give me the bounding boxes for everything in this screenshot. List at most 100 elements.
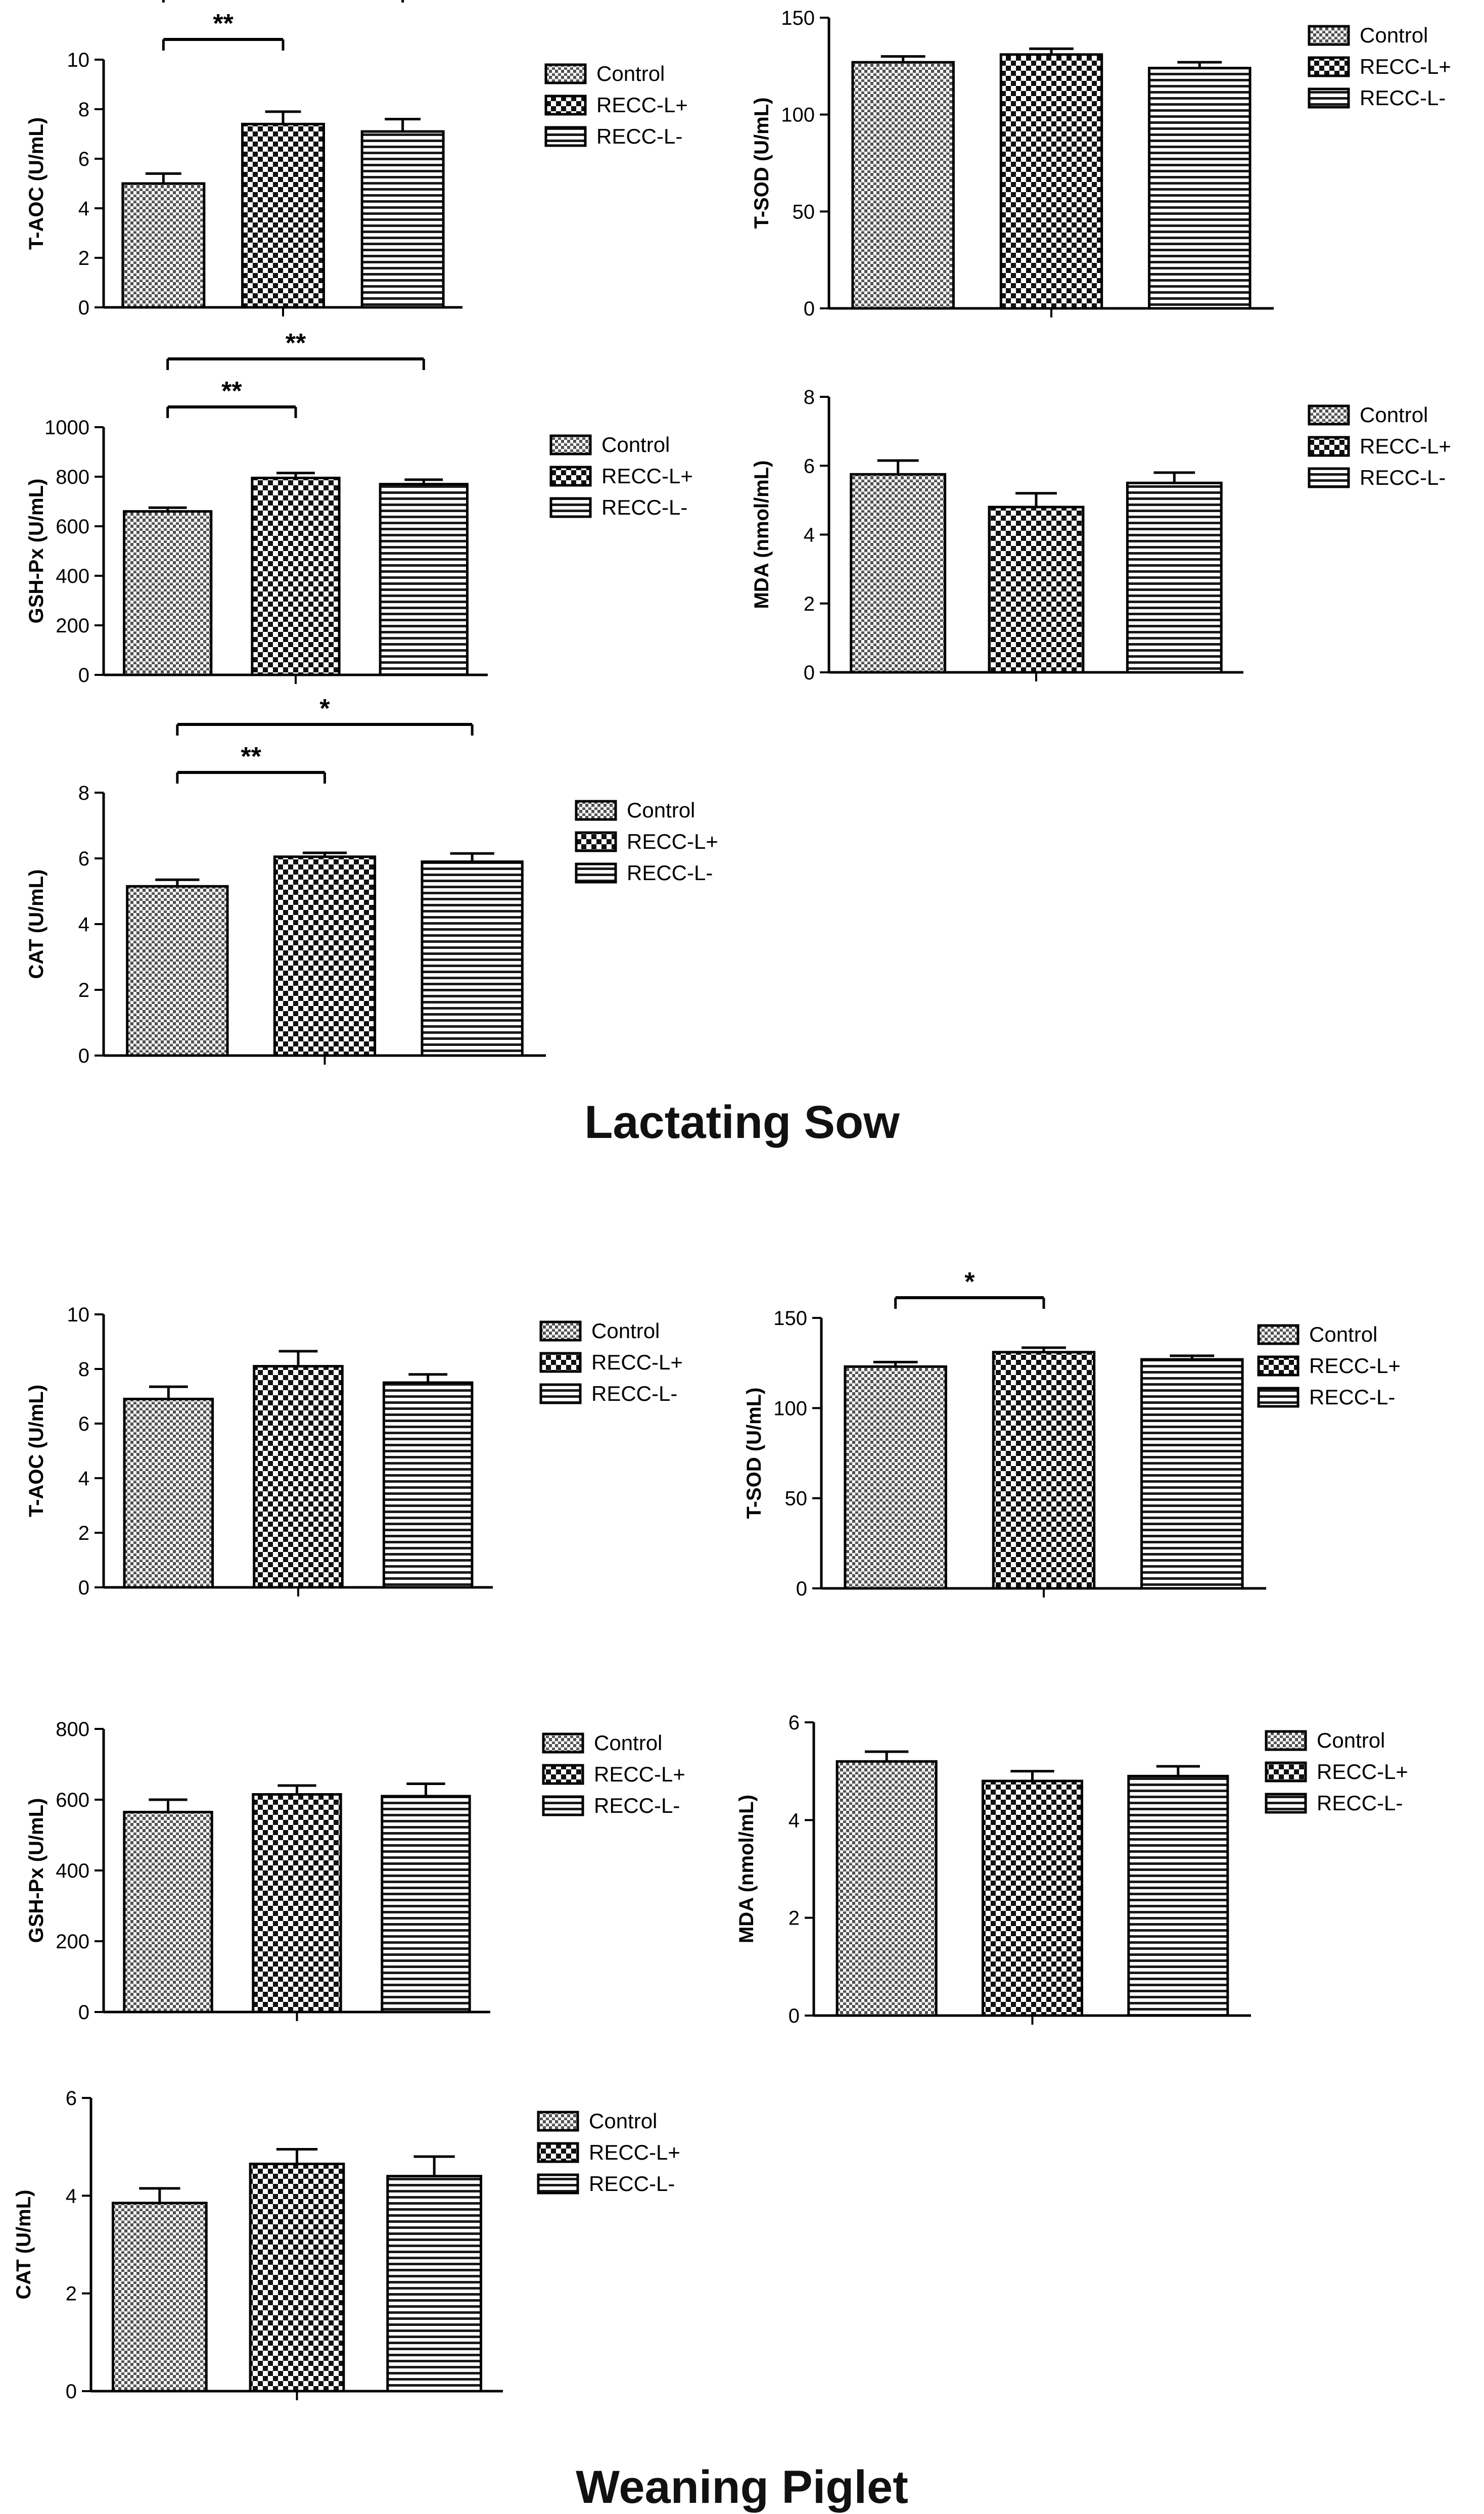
y-tick-label: 0	[78, 664, 89, 687]
bar-reccl	[1127, 1774, 1229, 2017]
y-tick-label: 150	[773, 1307, 807, 1330]
y-tick-label: 4	[789, 1809, 800, 1832]
y-tick-label: 8	[78, 1358, 89, 1381]
bar-reccl	[379, 483, 469, 676]
y-tick-label: 800	[56, 466, 89, 488]
y-tick-label: 0	[78, 1577, 89, 1599]
y-axis-label: T-AOC (U/mL)	[25, 1385, 48, 1517]
legend-swatch-reccl	[1308, 436, 1350, 457]
legend-swatch-reccl	[1308, 87, 1350, 109]
y-tick-label: 6	[66, 2087, 77, 2110]
legend-swatch-reccl	[549, 497, 592, 518]
legend-swatch-reccl	[575, 862, 617, 884]
y-tick-label: 4	[804, 524, 815, 546]
bar-reccl	[988, 506, 1085, 674]
significance-label: **	[213, 9, 234, 38]
legend-swatch-reccl	[575, 831, 617, 852]
legend-label: RECC-L+	[627, 830, 718, 853]
y-axis-label: CAT (U/mL)	[25, 870, 48, 979]
y-tick-label: 600	[56, 1789, 89, 1811]
y-tick-label: 1000	[44, 417, 89, 439]
legend-label: Control	[601, 433, 670, 456]
y-tick-label: 8	[78, 99, 89, 121]
bar-control	[121, 182, 206, 309]
legend-label: Control	[589, 2109, 657, 2133]
legend-swatch-reccl	[1265, 1761, 1307, 1782]
y-tick-label: 50	[793, 201, 815, 223]
legend-label: RECC-L+	[1360, 434, 1451, 458]
bar-control	[850, 473, 947, 674]
legend-label: RECC-L-	[1309, 1385, 1395, 1409]
section-title-lactating-sow: Lactating Sow	[584, 1096, 900, 1148]
y-tick-label: 6	[789, 1712, 800, 1734]
chart-piglet-gshpx: 0 200 400 600 800 GSH-Px (U/mL) Control RECC-L+…	[25, 1718, 685, 2024]
chart-piglet-taoc: 0 2 4 6 8 10 T-AOC (U/mL) Control RECC-L+ RECC-L-	[25, 1304, 683, 1599]
bar-reccl	[252, 1793, 342, 2014]
legend-label: Control	[591, 1319, 660, 1343]
bar-control	[844, 1365, 947, 1590]
legend-label: Control	[594, 1731, 662, 1755]
y-tick-label: 0	[66, 2381, 77, 2403]
bar-reccl	[360, 130, 445, 309]
legend-label: Control	[1360, 23, 1428, 47]
bar-reccl	[273, 855, 377, 1057]
legend-swatch-control	[539, 1320, 582, 1342]
y-tick-label: 6	[78, 1413, 89, 1435]
legend-swatch-reccl	[549, 466, 592, 487]
legend-label: RECC-L+	[1360, 55, 1451, 78]
y-tick-label: 200	[56, 615, 89, 637]
legend-swatch-reccl	[542, 1795, 584, 1816]
legend-swatch-reccl	[544, 95, 587, 116]
bar-reccl	[253, 1365, 344, 1589]
legend-label: RECC-L+	[594, 1762, 685, 1786]
bar-reccl	[241, 122, 325, 309]
legend-label: Control	[1317, 1728, 1385, 1752]
legend-swatch-control	[1265, 1730, 1307, 1751]
legend-swatch-control	[542, 1732, 584, 1754]
legend-label: RECC-L-	[1360, 466, 1446, 489]
bar-reccl	[1140, 1358, 1244, 1590]
y-tick-label: 0	[78, 1045, 89, 1067]
y-tick-label: 400	[56, 1860, 89, 1882]
y-axis-label: GSH-Px (U/mL)	[25, 479, 48, 624]
chart-sow-gshpx: 0 200 400 600 800 1000 GSH-Px (U/mL) ** ** Contro…	[25, 329, 693, 687]
bar-control	[123, 1397, 214, 1589]
legend-label: RECC-L+	[1309, 1354, 1401, 1378]
bar-reccl	[386, 2175, 483, 2393]
legend-swatch-reccl	[539, 1383, 582, 1404]
y-tick-label: 0	[796, 1578, 807, 1600]
legend-swatch-control	[1308, 25, 1350, 46]
y-tick-label: 6	[804, 455, 815, 477]
legend-label: RECC-L+	[589, 2140, 680, 2164]
y-axis-label: GSH-Px (U/mL)	[25, 1798, 48, 1943]
legend-swatch-control	[537, 2111, 579, 2132]
legend-swatch-reccl	[542, 1764, 584, 1785]
y-tick-label: 4	[78, 198, 89, 220]
bar-reccl	[251, 476, 341, 676]
y-tick-label: 0	[804, 298, 815, 320]
y-tick-label: 6	[78, 148, 89, 170]
y-tick-label: 4	[66, 2185, 77, 2207]
y-tick-label: 8	[804, 386, 815, 408]
y-tick-label: 0	[804, 662, 815, 684]
bar-reccl	[992, 1351, 1096, 1590]
y-tick-label: 50	[785, 1488, 808, 1510]
legend-swatch-reccl	[1308, 467, 1350, 488]
bar-reccl	[999, 53, 1103, 310]
y-axis-label: T-SOD (U/mL)	[743, 1388, 765, 1519]
y-axis-label: MDA (nmol/mL)	[751, 460, 773, 609]
significance-label: *	[319, 694, 330, 723]
y-tick-label: 2	[804, 593, 815, 615]
significance-label: **	[286, 329, 306, 358]
bar-reccl	[1126, 481, 1223, 674]
section-title-weaning-piglet: Weaning Piglet	[576, 2461, 908, 2513]
legend-label: RECC-L-	[596, 124, 682, 148]
y-tick-label: 2	[78, 1522, 89, 1544]
bar-reccl	[249, 2163, 345, 2393]
y-tick-label: 600	[56, 516, 89, 538]
legend-swatch-reccl	[539, 1352, 582, 1373]
y-tick-label: 6	[78, 848, 89, 870]
bar-reccl	[382, 1381, 474, 1589]
